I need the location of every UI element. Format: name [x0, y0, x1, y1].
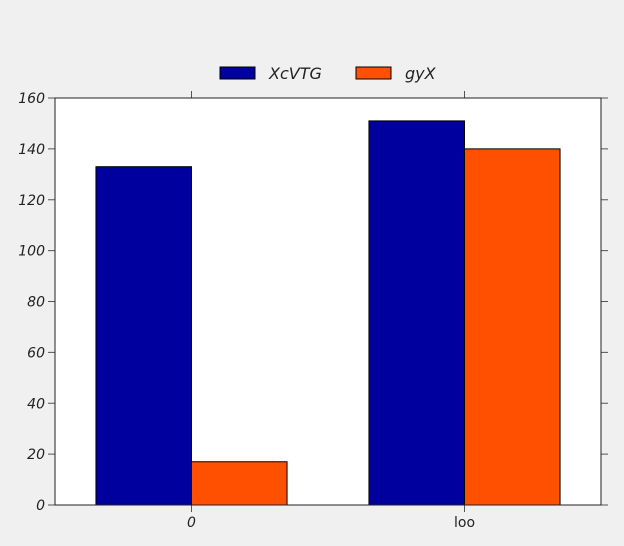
bar-gyX-loo: [464, 148, 561, 506]
y-tick-label: 140: [18, 142, 45, 158]
y-tick-label: 80: [27, 295, 45, 311]
y-axis: 0 20 40 60 80 100 120 140 160: [18, 91, 45, 514]
y-tick-label: 20: [27, 447, 45, 463]
legend-label-XcVTG: XcVTG: [268, 64, 322, 83]
ticks-group: [48, 91, 608, 512]
y-tick-label: 120: [18, 193, 45, 209]
legend-swatch-XcVTG: [219, 66, 256, 80]
legend-swatch-gyX: [355, 66, 392, 80]
bar-gyX-0: [191, 461, 288, 506]
bar-XcVTG-0: [95, 166, 192, 506]
y-tick-label: 160: [18, 91, 45, 107]
legend: XcVTG gyX: [219, 64, 437, 83]
bar-XcVTG-loo: [368, 120, 466, 506]
legend-label-gyX: gyX: [405, 64, 437, 83]
x-axis: 0 loo: [187, 515, 475, 531]
x-tick-label: 0: [187, 515, 196, 531]
y-tick-label: 60: [27, 345, 45, 361]
plot-frame: [54, 97, 602, 506]
bars-group: [95, 120, 561, 506]
x-tick-label: loo: [454, 515, 475, 531]
y-tick-label: 0: [36, 498, 45, 514]
y-tick-label: 100: [18, 244, 45, 260]
y-tick-label: 40: [27, 396, 45, 412]
